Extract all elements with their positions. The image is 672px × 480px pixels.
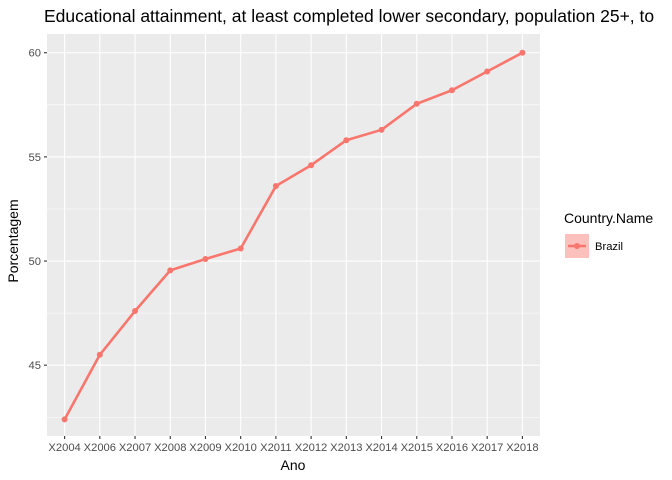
x-tick-label: X2007: [119, 442, 151, 454]
data-point: [96, 351, 103, 358]
x-tick-label: X2013: [330, 442, 362, 454]
data-point: [61, 416, 68, 423]
data-point: [484, 68, 491, 75]
plot-panel: [47, 34, 540, 436]
y-axis: 45 50 55 60: [29, 48, 47, 372]
x-tick-label: X2016: [436, 442, 468, 454]
x-tick-label: X2018: [506, 442, 538, 454]
y-tick-label: 60: [29, 48, 41, 60]
data-point: [343, 137, 350, 144]
x-tick-label: X2006: [84, 442, 116, 454]
x-tick-label: X2004: [48, 442, 80, 454]
data-point: [413, 100, 420, 107]
data-point: [272, 183, 279, 190]
legend: Country.Name Brazil: [564, 210, 653, 258]
legend-label: Brazil: [595, 241, 623, 253]
x-axis-title: Ano: [281, 457, 306, 473]
x-tick-label: X2009: [189, 442, 221, 454]
data-point: [448, 87, 455, 94]
y-tick-label: 50: [29, 256, 41, 268]
gridlines: [47, 34, 540, 436]
data-point: [519, 49, 526, 56]
data-point: [202, 255, 209, 262]
legend-key-point: [574, 243, 580, 249]
chart-title: Educational attainment, at least complet…: [44, 6, 654, 26]
x-axis: X2004 X2006 X2007 X2008 X2009 X2010 X2011 X2012…: [48, 436, 539, 454]
y-tick-label: 45: [29, 360, 41, 372]
x-tick-label: X2011: [260, 442, 292, 454]
data-point: [308, 162, 315, 169]
x-tick-label: X2008: [154, 442, 186, 454]
x-tick-label: X2010: [224, 442, 256, 454]
plot-background: [47, 34, 540, 436]
series-lines: [61, 49, 526, 423]
x-tick-label: X2014: [365, 442, 397, 454]
series-line-brazil: [63, 51, 524, 421]
y-tick-label: 55: [29, 152, 41, 164]
legend-title: Country.Name: [564, 210, 653, 226]
data-point: [237, 245, 244, 252]
x-tick-label: X2012: [295, 442, 327, 454]
data-point: [378, 126, 385, 133]
y-axis-title: Porcentagem: [5, 199, 21, 282]
data-point: [132, 308, 139, 315]
x-tick-label: X2015: [401, 442, 433, 454]
data-point: [167, 267, 174, 274]
x-tick-label: X2017: [471, 442, 503, 454]
